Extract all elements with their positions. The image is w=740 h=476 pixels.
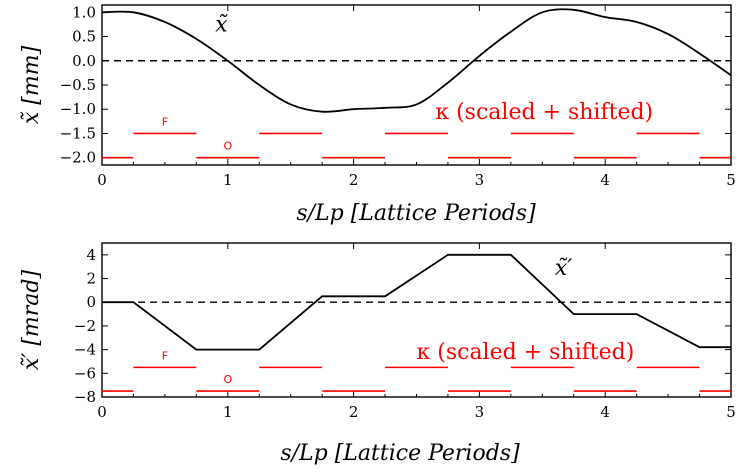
top-kappa-defocus-label: O	[223, 140, 232, 153]
bottom-y-tick-label: −2	[74, 317, 96, 335]
top-series-line	[101, 8, 732, 113]
bottom-x-tick-label: 2	[349, 403, 359, 421]
top-y-tick-label: −2.0	[60, 149, 96, 167]
top-ticks: 0 1 2 3 4 5 1.0 0.5 0.0 −0.5 −1.0 −1.5 −2.0	[60, 3, 736, 189]
top-y-tick-label: 1.0	[72, 3, 96, 21]
top-curve-label: x̃	[215, 13, 228, 38]
bottom-y-tick-label: 4	[86, 246, 96, 264]
top-y-tick-label: −1.0	[60, 100, 96, 118]
bottom-y-tick-label: 0	[86, 293, 96, 311]
top-x-axis-label: s/Lp [Lattice Periods]	[296, 201, 536, 226]
bottom-y-tick-label: 2	[86, 270, 96, 288]
top-y-tick-label: 0.0	[72, 52, 96, 70]
top-kappa-segments: F Oκ (scaled + shifted)	[102, 100, 731, 159]
top-y-tick-label: 0.5	[72, 28, 96, 46]
bottom-x-tick-label: 5	[726, 403, 736, 421]
bottom-y-tick-label: −4	[74, 341, 96, 359]
bottom-curve-label: x̃′	[555, 256, 572, 281]
top-y-tick-label: −0.5	[60, 76, 96, 94]
bottom-series-line	[102, 253, 731, 351]
bottom-curve-group: x̃′	[102, 253, 731, 351]
bottom-y-tick-label: −8	[74, 388, 96, 406]
top-plot-frame	[101, 4, 732, 166]
top-x-tick-label: 0	[97, 171, 107, 189]
bottom-kappa-defocus-label: O	[223, 373, 232, 386]
bottom-y-tick-label: −6	[74, 364, 96, 382]
bottom-x-tick-label: 0	[97, 403, 107, 421]
top-x-tick-label: 4	[600, 171, 610, 189]
top-kappa-focus-label: F	[162, 115, 168, 128]
bottom-x-tick-label: 1	[223, 403, 233, 421]
bottom-kappa-focus-label: F	[162, 349, 168, 362]
bottom-x-tick-label: 4	[600, 403, 610, 421]
top-x-tick-label: 2	[349, 171, 359, 189]
top-kappa-label: κ (scaled + shifted)	[435, 100, 653, 125]
top-panel: 0 1 2 3 4 5 1.0 0.5 0.0 −0.5 −1.0 −1.5 −2.0 F Oκ (sca…	[19, 3, 736, 226]
bottom-plot-frame	[101, 242, 732, 398]
bottom-kappa-label: κ (scaled + shifted)	[417, 340, 635, 365]
bottom-x-tick-label: 3	[475, 403, 485, 421]
top-y-axis-label: x̃ [mm]	[19, 45, 44, 124]
bottom-x-axis-label: s/Lp [Lattice Periods]	[280, 441, 520, 466]
top-x-tick-label: 1	[223, 171, 233, 189]
bottom-y-axis-label: x̃′ [mrad]	[19, 270, 44, 371]
top-curve-group: x̃	[101, 8, 732, 113]
bottom-kappa-segments: F Oκ (scaled + shifted)	[102, 340, 731, 392]
top-x-tick-label: 5	[726, 171, 736, 189]
top-x-tick-label: 3	[475, 171, 485, 189]
top-y-tick-label: −1.5	[60, 124, 96, 142]
bottom-panel: 0 1 2 3 4 5 4 2 0 −2 −4 −6 −8 F Oκ (scaled + shifted)…	[19, 242, 736, 466]
bottom-ticks: 0 1 2 3 4 5 4 2 0 −2 −4 −6 −8	[74, 243, 736, 421]
